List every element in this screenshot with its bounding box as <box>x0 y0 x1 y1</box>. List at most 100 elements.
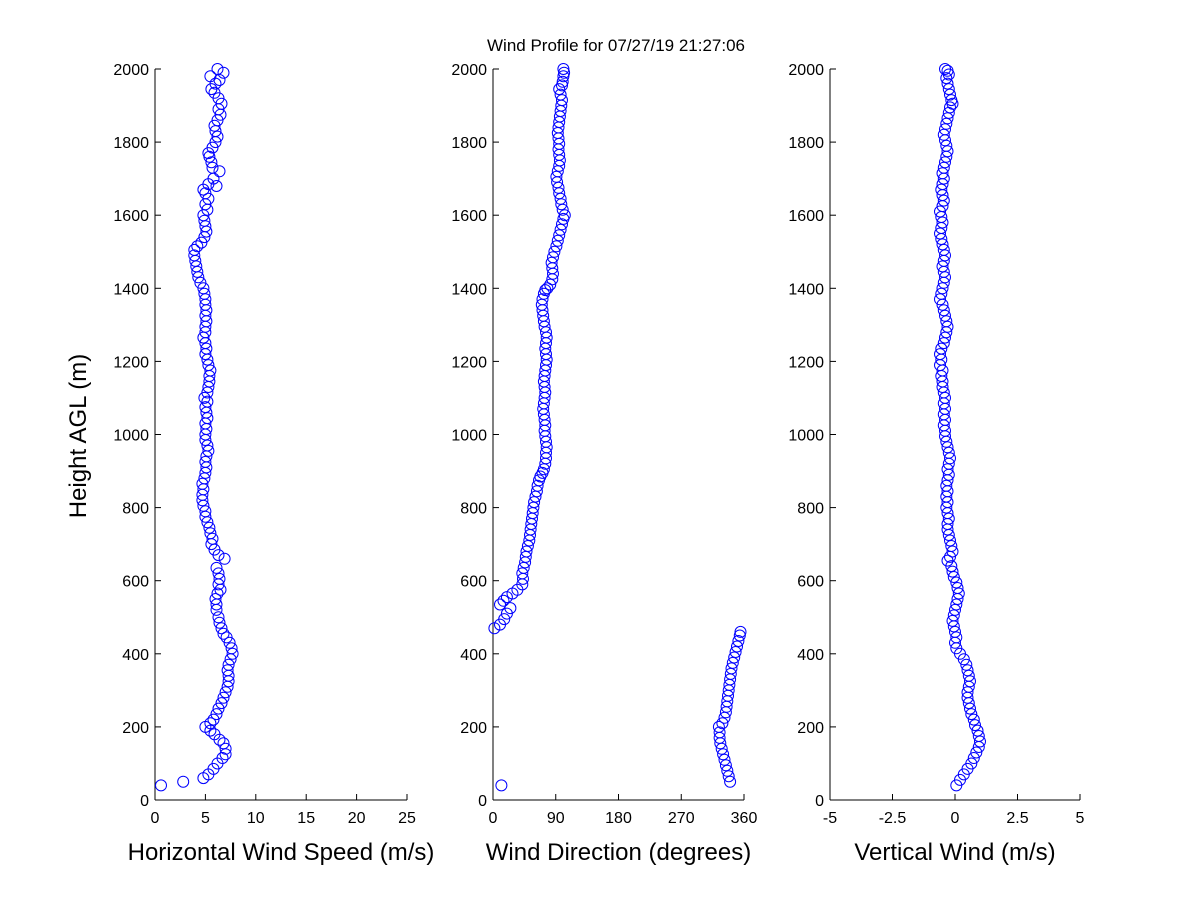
data-point <box>967 713 980 726</box>
data-point <box>210 708 223 721</box>
data-point <box>209 593 222 605</box>
x-tick-label: 25 <box>398 810 416 827</box>
y-tick-label: 600 <box>122 574 149 591</box>
y-tick-label: 1800 <box>451 135 487 152</box>
y-tick-label: 800 <box>460 501 487 518</box>
data-point <box>222 658 235 671</box>
data-point <box>964 675 976 688</box>
x-tick-label: 5 <box>1076 810 1085 827</box>
data-point <box>970 746 983 759</box>
data-point <box>952 587 965 600</box>
data-point <box>554 223 567 236</box>
data-point <box>545 256 558 269</box>
data-point <box>726 656 739 669</box>
x-tick-label: -2.5 <box>879 810 907 827</box>
data-point <box>557 70 570 83</box>
data-point <box>213 616 226 629</box>
data-point <box>211 63 224 75</box>
data-point <box>939 309 951 322</box>
data-point <box>202 192 215 205</box>
x-tick-label: 10 <box>247 810 265 827</box>
data-point <box>225 642 238 655</box>
x-axis-label: Wind Direction (degrees) <box>486 839 751 866</box>
y-tick-label: 1400 <box>451 281 487 298</box>
data-point <box>558 66 571 79</box>
data-point <box>210 561 223 574</box>
data-point <box>935 342 948 355</box>
y-tick-label: 1400 <box>113 281 149 298</box>
data-point <box>940 72 953 85</box>
data-point <box>202 359 215 372</box>
data-point <box>204 527 217 540</box>
data-point <box>504 602 517 615</box>
y-tick-label: 800 <box>122 501 149 518</box>
data-point <box>942 83 955 96</box>
data-point <box>941 320 954 333</box>
y-tick-label: 1800 <box>113 135 149 152</box>
data-points <box>934 63 986 792</box>
data-point <box>188 249 201 262</box>
data-point <box>940 315 953 328</box>
data-point <box>558 209 571 222</box>
data-point <box>556 75 569 88</box>
data-point <box>936 167 949 180</box>
data-point <box>206 141 219 154</box>
y-tick-label: 200 <box>460 720 487 737</box>
data-point <box>935 287 948 300</box>
data-point <box>219 742 232 755</box>
data-point <box>716 717 729 730</box>
x-tick-label: -5 <box>823 810 837 827</box>
data-point <box>965 708 978 721</box>
data-point <box>198 214 211 227</box>
data-point <box>206 532 219 545</box>
data-point <box>215 97 228 110</box>
data-point <box>199 455 212 468</box>
y-tick-label: 1200 <box>788 354 824 371</box>
x-tick-label: 0 <box>151 810 160 827</box>
data-point <box>941 64 954 77</box>
data-point <box>177 775 190 788</box>
data-point <box>534 470 547 483</box>
x-axis-label: Vertical Wind (m/s) <box>854 839 1055 866</box>
y-tick-label: 0 <box>478 793 487 810</box>
data-point <box>208 119 221 132</box>
data-point <box>937 161 950 174</box>
data-point <box>544 278 557 291</box>
data-point <box>939 63 951 75</box>
y-tick-label: 400 <box>797 647 824 664</box>
data-point <box>556 94 568 107</box>
panel-1: 0 200 400 600 800 1000 1200 1400 1600 1800 2000 0 5 1… <box>113 62 434 866</box>
data-point <box>941 441 954 454</box>
data-point <box>936 216 949 229</box>
panel-3: 0 200 400 600 800 1000 1200 1400 1600 1800 2000 -5 -… <box>788 62 1084 866</box>
chart-title: Wind Profile for 07/27/19 21:27:06 <box>487 36 745 55</box>
x-tick-label: 180 <box>605 810 632 827</box>
data-point <box>217 66 230 79</box>
data-point <box>960 658 973 671</box>
y-tick-label: 1000 <box>113 428 149 445</box>
x-tick-label: 0 <box>951 810 960 827</box>
data-points <box>155 63 239 792</box>
data-point <box>550 240 563 253</box>
data-point <box>951 582 964 594</box>
data-point <box>550 170 563 183</box>
data-point <box>494 598 506 611</box>
y-tick-label: 1400 <box>788 281 824 298</box>
panel-2: 0 200 400 600 800 1000 1200 1400 1600 1800 2000 0 90… <box>451 62 757 866</box>
data-point <box>212 702 225 715</box>
data-point <box>949 625 961 638</box>
y-tick-label: 1800 <box>788 135 824 152</box>
data-point <box>213 165 226 178</box>
x-tick-label: 270 <box>668 810 695 827</box>
y-tick-label: 1000 <box>788 428 824 445</box>
data-point <box>939 123 951 136</box>
data-point <box>536 293 549 306</box>
data-point <box>191 240 204 253</box>
x-tick-label: 20 <box>348 810 366 827</box>
data-point <box>732 635 745 647</box>
y-tick-label: 1600 <box>788 208 824 225</box>
data-point <box>936 282 949 295</box>
